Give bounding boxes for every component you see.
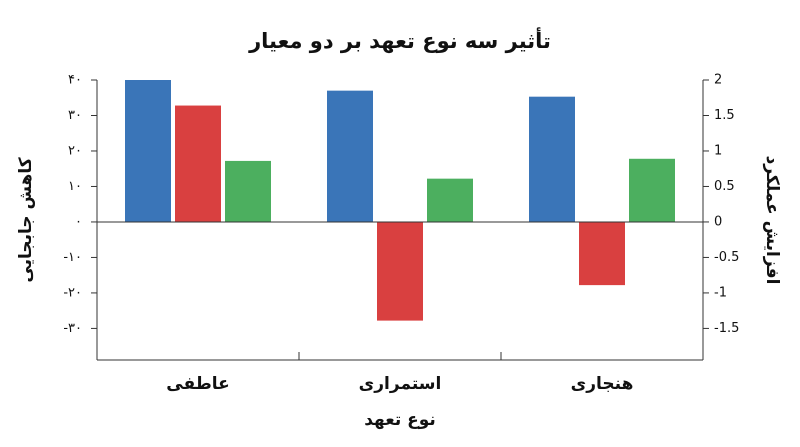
x-tick-label: استمراری xyxy=(359,374,442,394)
bar xyxy=(377,221,423,321)
bar xyxy=(175,105,221,222)
bar xyxy=(225,160,271,222)
y2-tick-label: 2 xyxy=(714,73,722,88)
y-tick-label: -۱۰ xyxy=(63,250,82,265)
y-tick-label: ۱۰ xyxy=(68,179,82,194)
bar xyxy=(327,90,373,222)
y-tick-label: ۰ xyxy=(75,214,82,229)
y-tick-label: ۴۰ xyxy=(68,73,82,88)
chart-title: تأثیر سه نوع تعهد بر دو معیار xyxy=(248,26,551,53)
y2-tick-label: -0.5 xyxy=(714,250,739,265)
bar xyxy=(125,80,171,222)
y-tick-label: ۲۰ xyxy=(68,143,82,158)
bar xyxy=(529,96,575,222)
bar xyxy=(427,178,473,222)
bar xyxy=(629,158,675,222)
x-tick-label: عاطفی xyxy=(166,374,229,394)
y2-tick-label: -1.5 xyxy=(714,321,739,336)
y-tick-label: -۲۰ xyxy=(63,285,82,300)
y-axis-label: کاهش جابجایی xyxy=(16,157,36,282)
y-tick-label: ۳۰ xyxy=(68,108,82,123)
y-tick-label: -۳۰ xyxy=(63,321,82,336)
y2-tick-label: 1.5 xyxy=(714,108,735,123)
x-tick-label: هنجاری xyxy=(571,374,634,394)
y2-axis-label: افزایش عملکرد xyxy=(762,156,782,285)
bar xyxy=(579,221,625,286)
y2-tick-label: 1 xyxy=(714,143,722,158)
y2-tick-label: 0.5 xyxy=(714,179,735,194)
x-axis-label: نوع تعهد xyxy=(364,410,436,430)
y2-tick-label: -1 xyxy=(714,285,727,300)
y2-tick-label: 0 xyxy=(714,214,722,229)
